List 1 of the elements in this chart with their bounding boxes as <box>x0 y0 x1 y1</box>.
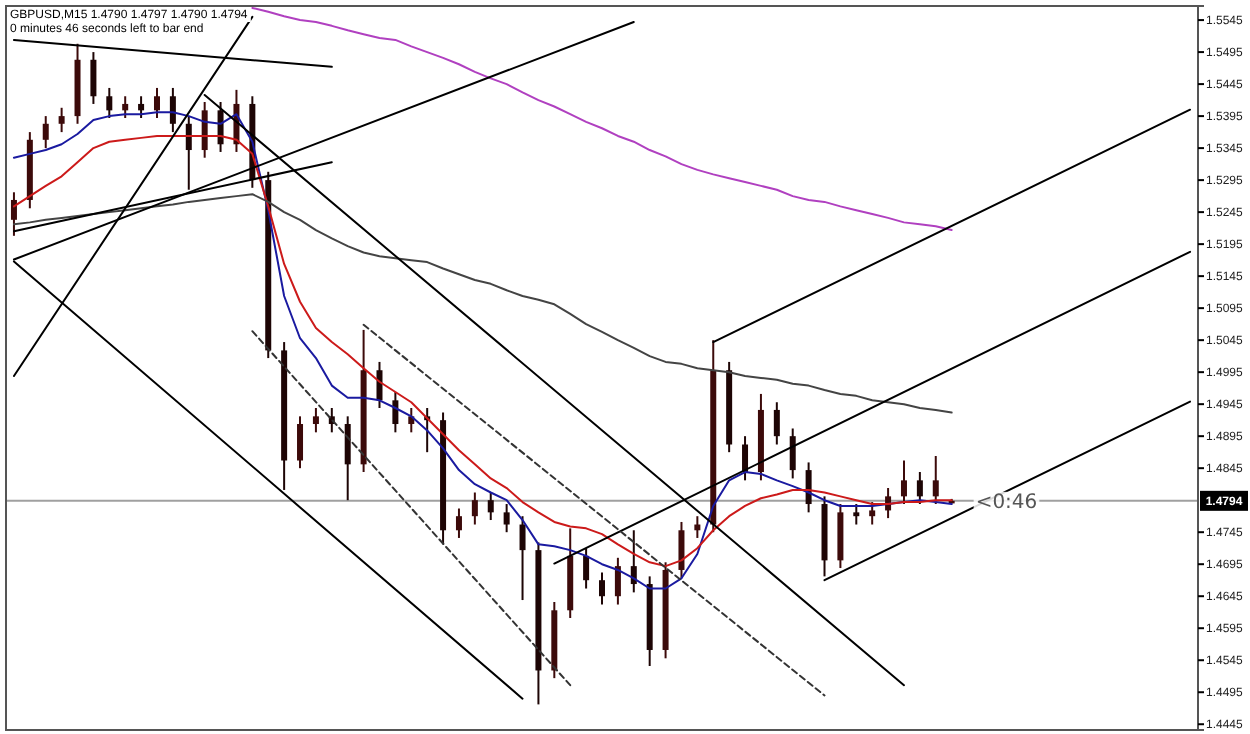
annotation: <0:46 <box>975 491 1038 514</box>
